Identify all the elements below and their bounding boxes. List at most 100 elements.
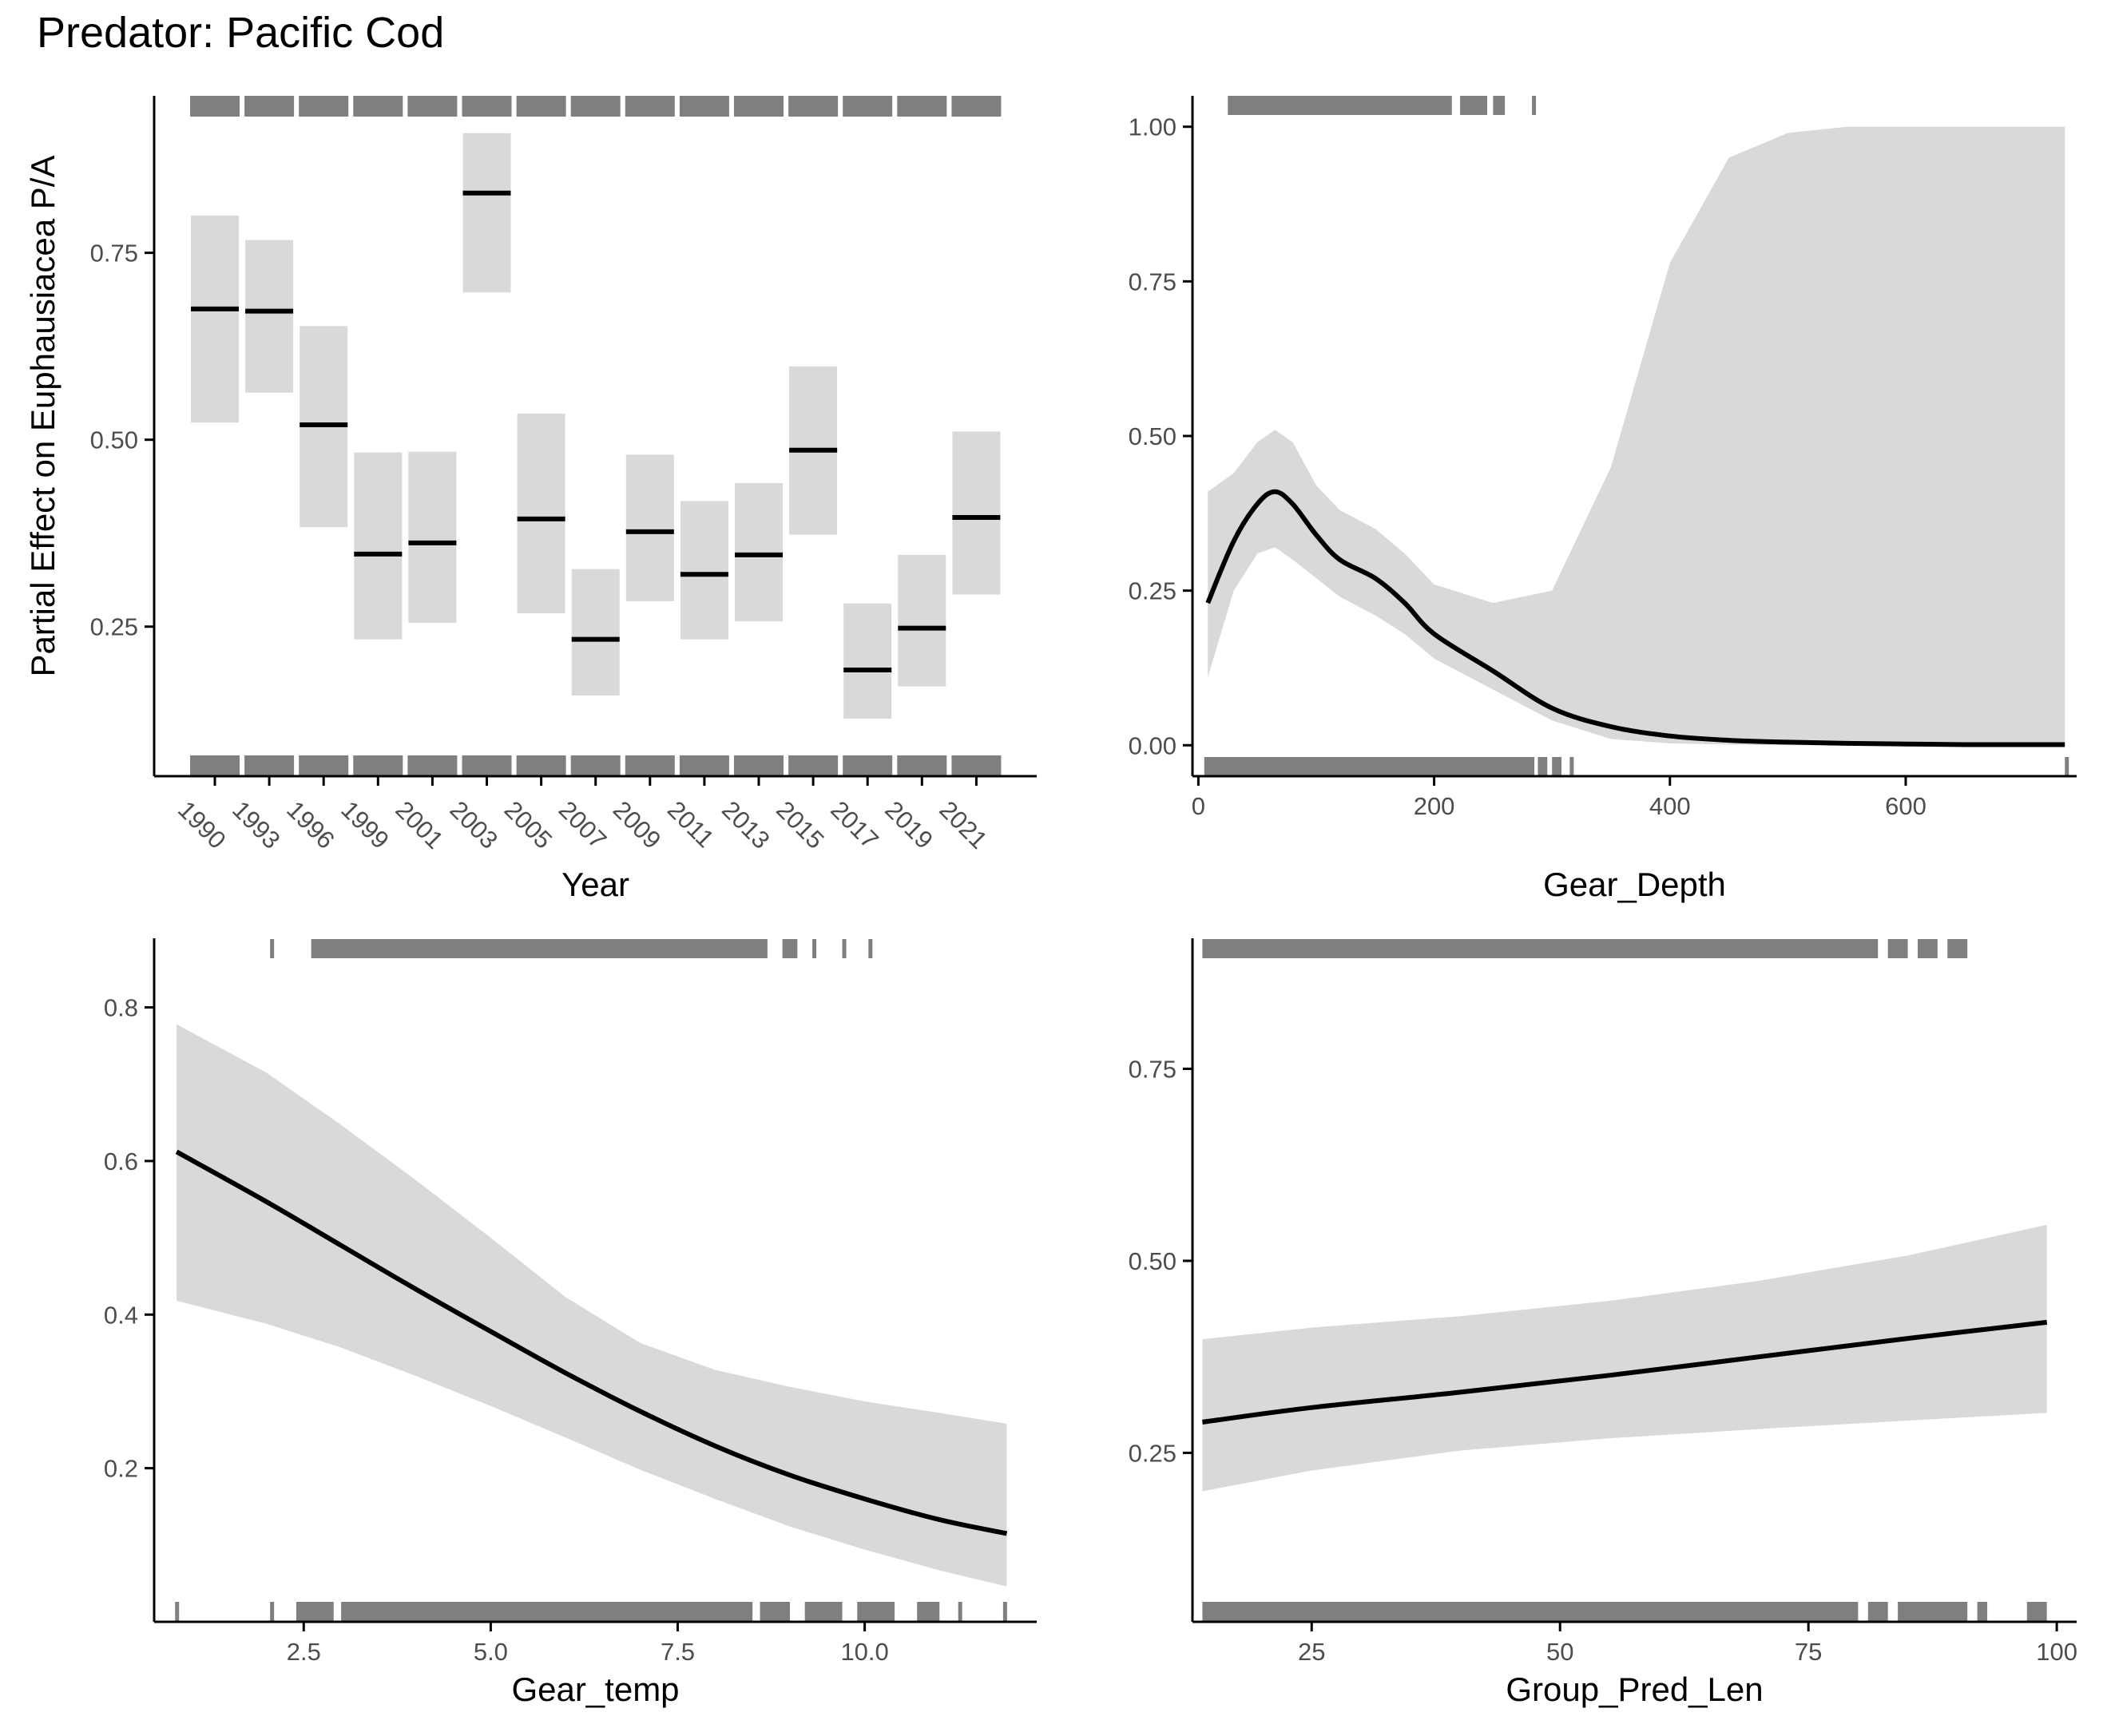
y-tick-label: 0.25 (90, 613, 138, 641)
ci-box (680, 501, 728, 640)
rug-top-mark (1947, 939, 1968, 958)
ci-box (245, 240, 294, 393)
rug-bottom-mark (804, 1602, 843, 1621)
x-tick-label: 7.5 (661, 1638, 695, 1666)
x-tick-label: 400 (1649, 792, 1691, 820)
rug-top-mark (842, 939, 847, 958)
y-tick-label: 0.75 (1129, 268, 1176, 295)
rug-bottom-mark (1898, 1602, 1968, 1621)
x-tick-label: 2021 (934, 795, 993, 854)
rug-bottom-mark (353, 755, 403, 776)
rug-bottom-mark (760, 1602, 790, 1621)
x-axis-title: Gear_temp (511, 1671, 679, 1708)
y-tick-label: 0.8 (104, 994, 138, 1022)
rug-bottom-mark (2026, 1602, 2047, 1621)
x-tick-label: 100 (2036, 1638, 2077, 1666)
y-tick-label: 0.4 (104, 1301, 138, 1329)
rug-top-mark (1917, 939, 1938, 958)
panel-gear-temp: 2.5 5.0 7.5 10.0 0.2 0.4 0.6 0.8 Gear_temp (104, 938, 1037, 1708)
x-tick-label: 1996 (281, 795, 340, 854)
rug-top-mark (1887, 939, 1908, 958)
ci-box (898, 554, 946, 687)
ci-box (191, 215, 239, 423)
rug-bottom-mark (1002, 1602, 1007, 1621)
ci-box (462, 133, 511, 293)
rug-top-mark (190, 96, 240, 117)
rug-bottom-mark (843, 755, 893, 776)
rug-bottom-mark (1569, 757, 1574, 776)
rug-bottom-mark (679, 755, 729, 776)
x-tick-label: 10.0 (840, 1638, 888, 1666)
x-tick-label: 2001 (390, 795, 449, 854)
x-tick-label: 5.0 (474, 1638, 508, 1666)
x-tick-label: 600 (1885, 792, 1926, 820)
rug-bottom-mark (734, 755, 784, 776)
rug-bottom-mark (462, 755, 512, 776)
y-tick-label: 1.00 (1129, 113, 1176, 141)
rug-top-mark (625, 96, 675, 117)
y-tick-label: 0.75 (1129, 1056, 1176, 1084)
panel-gear-depth: 0 200 400 600 0.00 0.25 0.50 0.75 1.00 Gear_Depth (1129, 96, 2077, 903)
x-tick-label: 1990 (173, 795, 232, 854)
rug-bottom-mark (270, 1602, 275, 1621)
rug-top-mark (516, 96, 566, 117)
ci-box (625, 454, 674, 601)
x-tick-label: 2019 (879, 795, 938, 854)
rug-bottom-mark (341, 1602, 753, 1621)
rug-bottom-mark (190, 755, 240, 776)
rug-bottom-mark (407, 755, 458, 776)
rug-bottom-mark (1977, 1602, 1988, 1621)
rug-top-mark (788, 96, 839, 117)
x-tick-label: 1993 (227, 795, 286, 854)
rug-bottom-mark (788, 755, 839, 776)
rug-bottom-mark (1867, 1602, 1888, 1621)
fit-line (175, 1149, 1008, 1536)
x-tick-label: 2.5 (287, 1638, 321, 1666)
y-tick-label: 0.50 (1129, 1247, 1176, 1275)
rug-bottom-mark (244, 755, 295, 776)
rug-bottom-mark (296, 1602, 334, 1621)
rug-top-mark (1228, 96, 1452, 115)
rug-top-mark (311, 939, 768, 958)
rug-top-mark (570, 96, 621, 117)
ci-box (408, 451, 457, 624)
rug-top-mark (843, 96, 893, 117)
rug-bottom-mark (1202, 1602, 1859, 1621)
ci-ribbon (1208, 126, 2065, 746)
y-axis-title: Partial Effect on Euphausiacea P/A (24, 156, 62, 677)
x-axis-title: Year (561, 866, 629, 903)
rug-top-mark (270, 939, 275, 958)
rug-bottom-mark (917, 1602, 940, 1621)
ci-ribbon (1202, 1224, 2047, 1492)
fit-line (1205, 489, 2065, 747)
x-tick-label: 50 (1546, 1638, 1573, 1666)
rug-bottom-mark (2065, 757, 2069, 776)
x-tick-label: 2009 (608, 795, 667, 854)
x-tick-label: 200 (1414, 792, 1455, 820)
y-tick-label: 0.00 (1129, 731, 1176, 759)
x-axis-title: Gear_Depth (1543, 866, 1726, 903)
x-tick-label: 2015 (771, 795, 830, 854)
x-tick-label: 2003 (445, 795, 504, 854)
x-axis-title: Group_Pred_Len (1506, 1671, 1763, 1708)
rug-top-mark (951, 96, 1002, 117)
y-tick-label: 0.6 (104, 1147, 138, 1175)
y-tick-label: 0.75 (90, 240, 138, 268)
rug-top-mark (1493, 96, 1506, 115)
rug-top-mark (353, 96, 403, 117)
y-tick-label: 0.25 (1129, 1439, 1176, 1467)
rug-bottom-mark (175, 1602, 180, 1621)
rug-bottom-mark (299, 755, 349, 776)
y-tick-label: 0.25 (1129, 577, 1176, 605)
rug-top-mark (734, 96, 784, 117)
x-tick-label: 2007 (554, 795, 613, 854)
x-tick-label: 1999 (335, 795, 395, 854)
rug-top-mark (1532, 96, 1537, 115)
rug-top-mark (868, 939, 873, 958)
x-tick-label: 2011 (662, 795, 720, 853)
y-tick-label: 0.2 (104, 1455, 138, 1483)
y-tick-label: 0.50 (1129, 422, 1176, 450)
x-tick-label: 2005 (499, 795, 558, 854)
ci-box (843, 603, 892, 719)
